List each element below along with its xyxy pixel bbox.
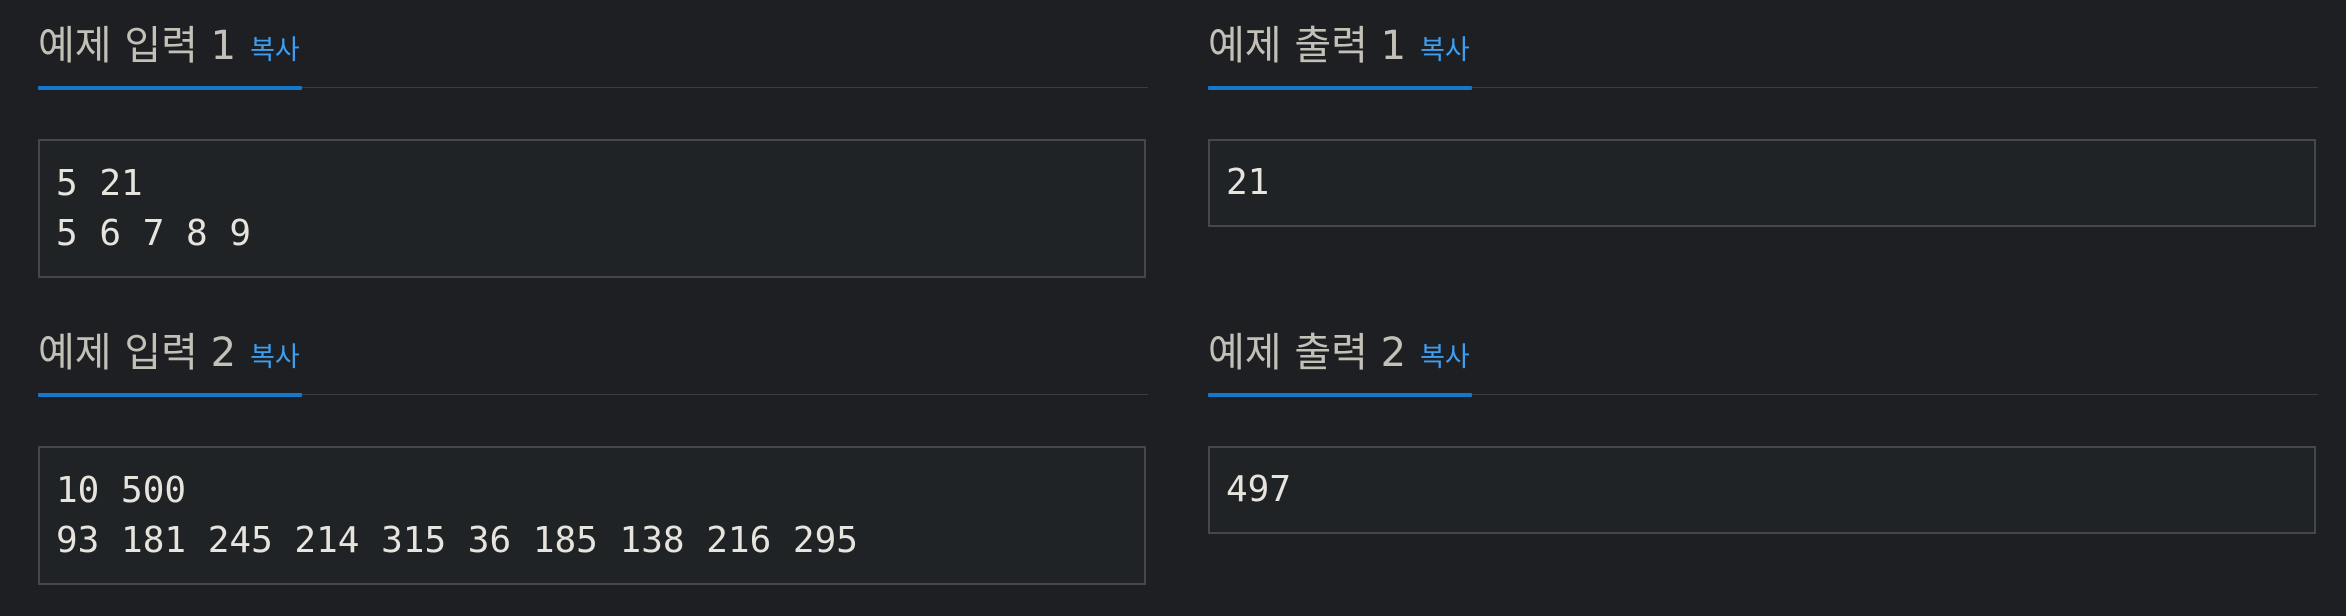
sample-input-1-title: 예제 입력 1 (38, 23, 237, 69)
sample-output-2-box[interactable]: 497 (1208, 446, 2316, 534)
sample-output-1-header: 예제 출력 1 복사 (1208, 0, 2318, 92)
sample-input-2-data[interactable]: 10 500 93 181 245 214 315 36 185 138 216… (56, 470, 858, 561)
sample-output-1-divider (1208, 87, 2318, 88)
sample-input-2-title: 예제 입력 2 (38, 330, 237, 376)
sample-output-1-section: 예제 출력 1 복사 21 (1208, 0, 2318, 227)
sample-input-1-header: 예제 입력 1 복사 (38, 0, 1148, 92)
sample-input-1-accent-underline (38, 86, 302, 90)
sample-input-2-divider (38, 394, 1148, 395)
sample-input-1-box[interactable]: 5 21 5 6 7 8 9 (38, 139, 1146, 278)
sample-output-2-section: 예제 출력 2 복사 497 (1208, 307, 2318, 534)
sample-output-2-accent-underline (1208, 393, 1472, 397)
sample-output-1-data[interactable]: 21 (1226, 162, 1270, 203)
sample-input-1-copy-button[interactable]: 복사 (250, 35, 300, 66)
sample-input-2-box[interactable]: 10 500 93 181 245 214 315 36 185 138 216… (38, 446, 1146, 585)
sample-input-2-copy-button[interactable]: 복사 (250, 342, 300, 373)
sample-output-1-accent-underline (1208, 86, 1472, 90)
sample-output-1-title: 예제 출력 1 (1208, 23, 1407, 69)
sample-input-2-section: 예제 입력 2 복사 10 500 93 181 245 214 315 36 1… (38, 307, 1148, 585)
sample-output-2-divider (1208, 394, 2318, 395)
sample-input-2-header: 예제 입력 2 복사 (38, 307, 1148, 399)
sample-input-1-data[interactable]: 5 21 5 6 7 8 9 (56, 163, 252, 254)
sample-input-2-accent-underline (38, 393, 302, 397)
sample-output-1-copy-button[interactable]: 복사 (1420, 35, 1470, 66)
sample-output-2-data[interactable]: 497 (1226, 469, 1292, 510)
sample-input-1-section: 예제 입력 1 복사 5 21 5 6 7 8 9 (38, 0, 1148, 278)
sample-output-2-header: 예제 출력 2 복사 (1208, 307, 2318, 399)
sample-output-2-title: 예제 출력 2 (1208, 330, 1407, 376)
sample-input-1-divider (38, 87, 1148, 88)
sample-output-1-box[interactable]: 21 (1208, 139, 2316, 227)
sample-output-2-copy-button[interactable]: 복사 (1420, 342, 1470, 373)
